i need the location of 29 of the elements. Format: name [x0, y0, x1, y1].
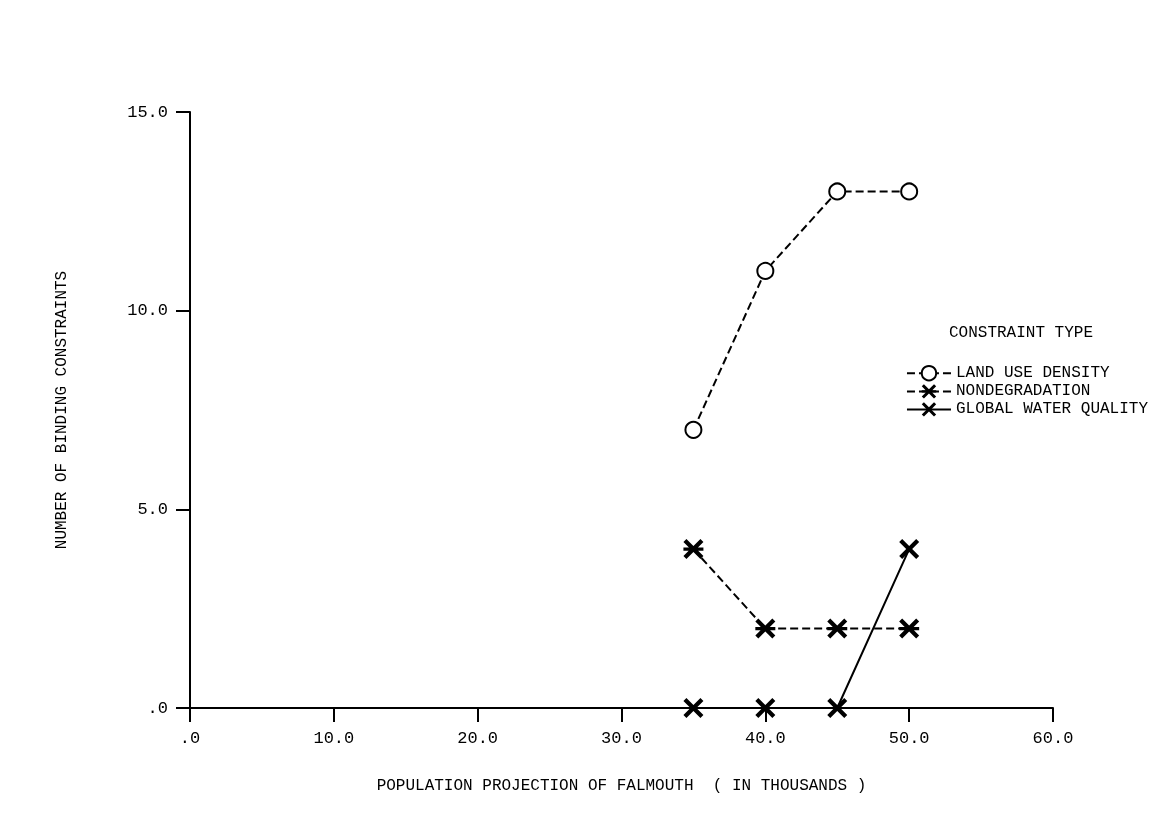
point: [828, 182, 847, 201]
y-tick-label: 15.0: [127, 102, 168, 122]
x-tick-label: 10.0: [313, 729, 355, 748]
legend-label: NONDEGRADATION: [955, 382, 1091, 401]
point: [755, 698, 776, 718]
y-tick-label: .0: [147, 698, 168, 718]
legend-title: CONSTRAINT TYPE: [948, 324, 1094, 342]
point: [684, 420, 703, 439]
point: [827, 698, 848, 718]
point: [755, 618, 776, 639]
y-axis-title: NUMBER OF BINDING CONSTRAINTS: [53, 270, 71, 550]
y-tick-label: 10.0: [127, 301, 168, 321]
x-tick-label: 30.0: [601, 729, 642, 748]
legend-label: LAND USE DENSITY: [955, 364, 1110, 383]
x-tick-label: 40.0: [744, 729, 786, 748]
point: [827, 618, 848, 639]
point: [899, 618, 920, 639]
point: [899, 539, 920, 560]
x-tick-label: 60.0: [1032, 729, 1074, 748]
y-tick-label: 5.0: [137, 499, 168, 519]
x-tick-label: 20.0: [457, 729, 499, 748]
point: [683, 698, 704, 718]
point: [900, 182, 919, 201]
legend-label: GLOBAL WATER QUALITY: [955, 400, 1149, 419]
x-tick-label: .0: [179, 729, 201, 748]
x-tick-label: 50.0: [888, 729, 930, 748]
point: [756, 261, 775, 280]
point: [683, 539, 704, 560]
x-axis-title: POPULATION PROJECTION OF FALMOUTH ( IN THOUSANDS ): [376, 777, 867, 795]
